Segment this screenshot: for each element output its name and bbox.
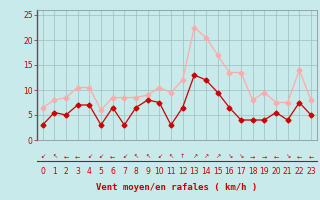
Text: Vent moyen/en rafales ( km/h ): Vent moyen/en rafales ( km/h ) (96, 183, 257, 192)
Text: ↘: ↘ (285, 154, 290, 160)
Text: ←: ← (308, 154, 314, 160)
Text: →: → (250, 154, 255, 160)
Text: 13: 13 (189, 166, 199, 176)
Text: 19: 19 (260, 166, 269, 176)
Text: ←: ← (75, 154, 80, 160)
Text: ↗: ↗ (203, 154, 209, 160)
Text: ↖: ↖ (145, 154, 150, 160)
Text: 1: 1 (52, 166, 57, 176)
Text: 0: 0 (40, 166, 45, 176)
Text: 23: 23 (306, 166, 316, 176)
Text: 10: 10 (155, 166, 164, 176)
Text: 11: 11 (166, 166, 176, 176)
Text: ↑: ↑ (180, 154, 185, 160)
Text: ↖: ↖ (168, 154, 173, 160)
Text: 7: 7 (122, 166, 127, 176)
Text: ↖: ↖ (52, 154, 57, 160)
Text: 16: 16 (225, 166, 234, 176)
Text: ↘: ↘ (227, 154, 232, 160)
Text: 17: 17 (236, 166, 246, 176)
Text: 22: 22 (294, 166, 304, 176)
Text: ←: ← (63, 154, 68, 160)
Text: ↙: ↙ (87, 154, 92, 160)
Text: ←: ← (110, 154, 115, 160)
Text: 4: 4 (87, 166, 92, 176)
Text: ↗: ↗ (192, 154, 197, 160)
Text: 2: 2 (64, 166, 68, 176)
Text: 9: 9 (145, 166, 150, 176)
Text: 6: 6 (110, 166, 115, 176)
Text: ↙: ↙ (98, 154, 104, 160)
Text: 14: 14 (201, 166, 211, 176)
Text: ←: ← (273, 154, 279, 160)
Text: ↙: ↙ (40, 154, 45, 160)
Text: ↖: ↖ (133, 154, 139, 160)
Text: 12: 12 (178, 166, 188, 176)
Text: ↘: ↘ (238, 154, 244, 160)
Text: 20: 20 (271, 166, 281, 176)
Text: 15: 15 (213, 166, 222, 176)
Text: 18: 18 (248, 166, 257, 176)
Text: 21: 21 (283, 166, 292, 176)
Text: ←: ← (297, 154, 302, 160)
Text: ↗: ↗ (215, 154, 220, 160)
Text: ↙: ↙ (157, 154, 162, 160)
Text: ↙: ↙ (122, 154, 127, 160)
Text: 5: 5 (99, 166, 103, 176)
Text: 3: 3 (75, 166, 80, 176)
Text: 8: 8 (133, 166, 138, 176)
Text: →: → (262, 154, 267, 160)
